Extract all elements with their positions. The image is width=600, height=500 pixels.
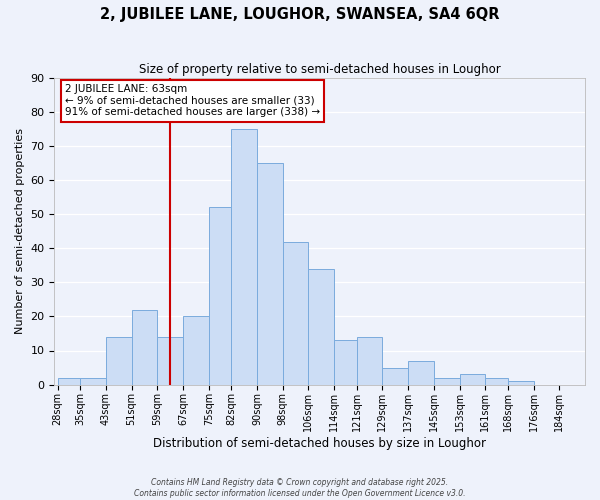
Bar xyxy=(209,208,231,384)
Bar xyxy=(131,310,157,384)
Bar xyxy=(434,378,460,384)
Bar xyxy=(382,368,408,384)
Bar xyxy=(485,378,508,384)
Bar xyxy=(408,360,434,384)
Bar xyxy=(334,340,356,384)
Bar xyxy=(283,242,308,384)
Bar xyxy=(157,337,183,384)
Bar xyxy=(356,337,382,384)
Bar xyxy=(80,378,106,384)
Bar xyxy=(508,381,533,384)
Bar xyxy=(106,337,131,384)
Title: Size of property relative to semi-detached houses in Loughor: Size of property relative to semi-detach… xyxy=(139,62,500,76)
Bar xyxy=(308,269,334,384)
Y-axis label: Number of semi-detached properties: Number of semi-detached properties xyxy=(15,128,25,334)
Text: 2, JUBILEE LANE, LOUGHOR, SWANSEA, SA4 6QR: 2, JUBILEE LANE, LOUGHOR, SWANSEA, SA4 6… xyxy=(100,8,500,22)
Text: 2 JUBILEE LANE: 63sqm
← 9% of semi-detached houses are smaller (33)
91% of semi-: 2 JUBILEE LANE: 63sqm ← 9% of semi-detac… xyxy=(65,84,320,117)
Bar xyxy=(460,374,485,384)
Bar xyxy=(183,316,209,384)
Bar xyxy=(257,163,283,384)
Bar xyxy=(58,378,80,384)
Text: Contains HM Land Registry data © Crown copyright and database right 2025.
Contai: Contains HM Land Registry data © Crown c… xyxy=(134,478,466,498)
X-axis label: Distribution of semi-detached houses by size in Loughor: Distribution of semi-detached houses by … xyxy=(153,437,486,450)
Bar xyxy=(231,129,257,384)
